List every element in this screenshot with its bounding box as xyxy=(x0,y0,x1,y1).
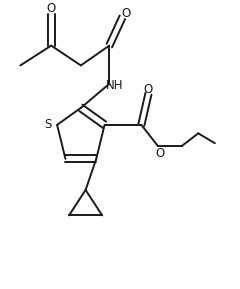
Text: O: O xyxy=(155,147,164,160)
Text: NH: NH xyxy=(106,79,124,92)
Text: O: O xyxy=(121,7,131,20)
Text: O: O xyxy=(143,83,153,96)
Text: S: S xyxy=(44,118,51,131)
Text: O: O xyxy=(47,2,56,15)
